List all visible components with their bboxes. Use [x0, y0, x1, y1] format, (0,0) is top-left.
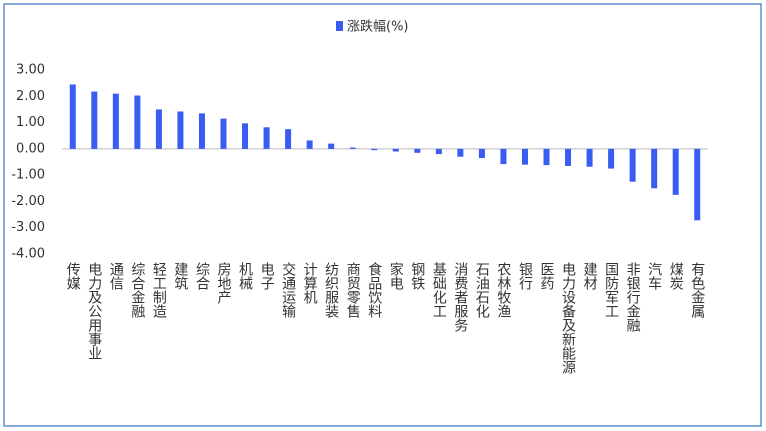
legend-label: 涨跌幅(%) [347, 19, 409, 35]
bar [672, 148, 679, 195]
x-tick-label: 通信 [108, 262, 124, 290]
y-tick-label: -4.00 [11, 247, 45, 262]
bar [457, 148, 464, 157]
x-tick-label: 有色金属 [689, 262, 705, 318]
bar [414, 148, 421, 153]
bar [435, 148, 442, 155]
bar [306, 140, 313, 149]
bar [349, 147, 356, 149]
x-tick-label: 房地产 [216, 262, 232, 305]
x-tick-label: 建材 [582, 262, 598, 290]
bar [478, 148, 485, 159]
x-tick-label: 食品饮料 [366, 261, 382, 318]
x-tick-label: 农林牧渔 [495, 262, 511, 318]
legend-swatch [336, 21, 343, 31]
y-tick-label: 1.00 [16, 115, 45, 130]
x-tick-label: 电子 [259, 262, 275, 290]
x-tick-label: 纺织服装 [323, 262, 339, 318]
bar [328, 143, 335, 149]
x-tick-label: 电力设备及新能源 [560, 262, 576, 374]
bar [220, 118, 227, 149]
x-tick-label: 综合 [194, 262, 210, 290]
bar [371, 148, 378, 151]
x-tick-label: 机械 [237, 262, 253, 290]
bar [392, 148, 399, 152]
x-tick-label: 轻工制造 [151, 262, 167, 319]
x-tick-label: 商贸零售 [345, 262, 361, 318]
y-tick-label: 2.00 [16, 89, 45, 104]
bar [112, 93, 119, 149]
bar [198, 113, 205, 149]
y-tick-label: -3.00 [11, 220, 45, 235]
y-tick-label: 3.00 [16, 63, 45, 78]
x-tick-label: 汽车 [646, 262, 662, 290]
x-tick-label: 计算机 [302, 262, 318, 305]
bar [242, 123, 249, 149]
x-tick-label: 交通运输 [280, 261, 296, 318]
bar [565, 148, 572, 166]
x-tick-label: 石油石化 [474, 262, 490, 319]
bar [651, 148, 658, 189]
bar [177, 111, 184, 149]
bar [521, 148, 528, 165]
bar [629, 148, 636, 182]
x-tick-label: 电力及公用事业 [86, 262, 102, 360]
x-tick-label: 医药 [539, 262, 555, 290]
bar [608, 148, 615, 169]
x-tick-label: 非银行金融 [625, 262, 641, 332]
x-tick-label: 传媒 [65, 262, 81, 290]
x-tick-label: 钢铁 [409, 262, 425, 290]
x-tick-label: 基础化工 [431, 261, 447, 318]
frame [3, 3, 762, 427]
y-tick-label: -2.00 [11, 194, 45, 209]
bar [500, 148, 507, 165]
bar [91, 91, 98, 149]
bar [586, 148, 593, 167]
x-tick-label: 煤炭 [668, 262, 684, 290]
bar [69, 84, 76, 149]
bar [134, 95, 141, 149]
x-tick-label: 综合金融 [129, 262, 145, 318]
y-tick-label: -1.00 [11, 168, 45, 183]
bar [543, 148, 550, 166]
bar [694, 148, 701, 221]
x-tick-label: 银行 [517, 262, 533, 291]
bar [263, 127, 270, 149]
y-tick-label: 0.00 [16, 141, 45, 156]
x-tick-label: 国防军工 [603, 262, 619, 318]
x-tick-label: 家电 [388, 261, 404, 290]
bar [285, 129, 292, 149]
bar [155, 109, 162, 149]
x-tick-label: 消费者服务 [452, 262, 468, 332]
x-tick-label: 建筑 [172, 262, 188, 291]
